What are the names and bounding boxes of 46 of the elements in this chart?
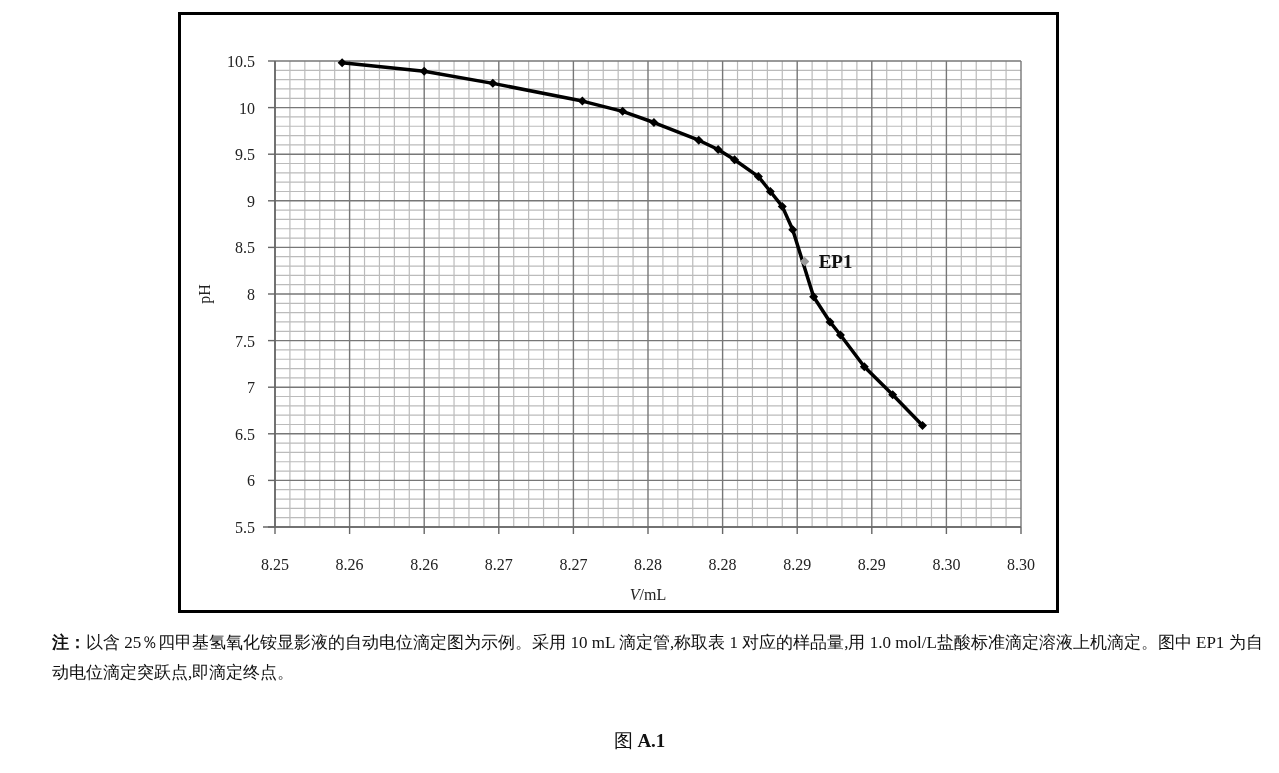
x-tick-label: 8.30 <box>1007 556 1035 573</box>
point <box>753 172 763 182</box>
point <box>918 420 928 430</box>
y-tick-label: 5.5 <box>235 519 255 536</box>
point <box>809 292 819 302</box>
y-tick-label: 7.5 <box>235 332 255 350</box>
point <box>888 390 898 400</box>
x-tick-label: 8.29 <box>783 556 812 573</box>
point <box>730 155 740 165</box>
y-tick-label: 6 <box>247 472 255 490</box>
point <box>765 186 775 196</box>
point <box>788 225 798 235</box>
y-tick-label: 10.5 <box>227 53 255 70</box>
point <box>337 58 347 68</box>
y-tick-label: 10 <box>239 99 255 117</box>
x-tick-label: 8.26 <box>410 556 439 573</box>
y-tick-label: 7 <box>247 379 255 397</box>
note: 注：以含 25％四甲基氢氧化铵显影液的自动电位滴定图为示例。采用 10 mL 滴定管,称取表 1 对应的样品量,用 1.0 mol/L盐酸标准滴定溶液上机滴定。图中 EP1 为自动电位滴定突跃点,即滴定终点。 <box>52 632 1264 684</box>
point <box>419 66 429 76</box>
point <box>777 201 787 211</box>
point <box>835 330 845 340</box>
y-tick-label: 6.5 <box>235 425 255 443</box>
x-tick-label: 8.28 <box>708 556 737 573</box>
x-tick-label: 8.30 <box>932 556 961 573</box>
x-axis-title: V/mL <box>629 586 667 603</box>
x-tick-label: 8.29 <box>857 556 886 573</box>
point <box>800 256 810 266</box>
y-tick-label: 8 <box>247 286 255 303</box>
caption: 图 A.1 <box>612 729 667 753</box>
x-tick-label: 8.27 <box>484 556 513 573</box>
x-tick-label: 8.28 <box>634 556 662 573</box>
point <box>649 118 659 128</box>
x-tick-label: 8.27 <box>559 556 588 573</box>
point <box>859 362 869 372</box>
point <box>618 106 628 116</box>
point <box>694 135 704 145</box>
y-axis-title: pH <box>196 283 214 304</box>
y-tick-label: 8.5 <box>235 239 255 257</box>
x-tick-label: 8.25 <box>261 556 289 573</box>
y-tick-label: 9 <box>247 192 255 210</box>
y-tick-label: 9.5 <box>235 146 255 164</box>
series-label: EP1 <box>818 251 853 273</box>
point <box>488 78 498 88</box>
point <box>825 317 835 327</box>
point <box>713 145 723 155</box>
x-tick-label: 8.26 <box>335 556 364 573</box>
